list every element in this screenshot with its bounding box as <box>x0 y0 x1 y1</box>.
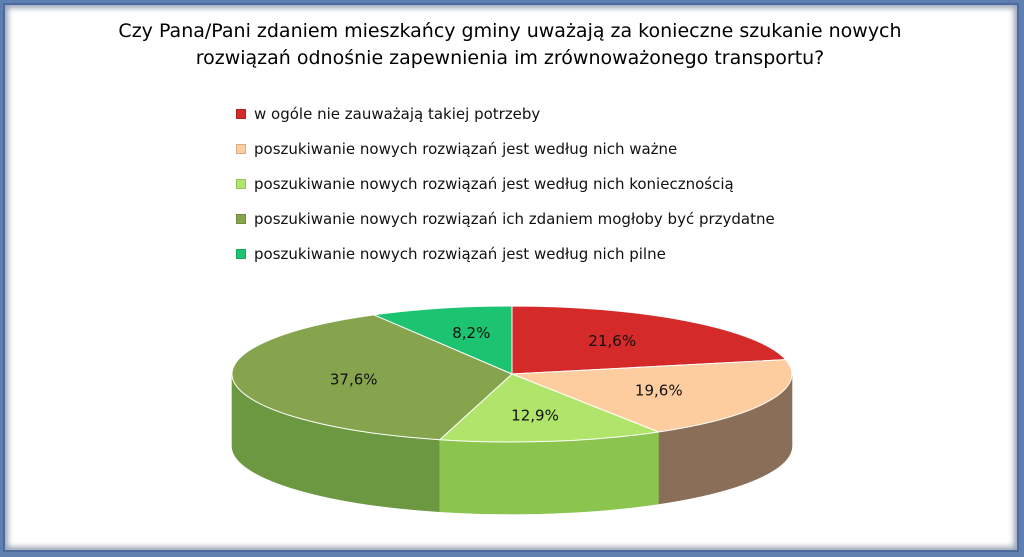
pie-data-label: 12,9% <box>511 407 559 425</box>
legend-label: w ogóle nie zauważają takiej potrzeby <box>254 104 541 123</box>
legend-swatch <box>236 248 246 259</box>
pie-data-label: 37,6% <box>330 370 378 388</box>
pie-slice <box>438 373 661 443</box>
legend-label: poszukiwanie nowych rozwiązań ich zdanie… <box>254 209 775 228</box>
pie-slice-side <box>439 431 659 515</box>
title-line-1: Czy Pana/Pani zdaniem mieszkańcy gminy u… <box>118 20 902 42</box>
legend-item: poszukiwanie nowych rozwiązań jest wedłu… <box>236 166 775 201</box>
legend-label: poszukiwanie nowych rozwiązań jest wedłu… <box>254 139 678 158</box>
pie-slice <box>511 305 787 375</box>
legend-swatch <box>236 213 246 224</box>
legend: w ogóle nie zauważają takiej potrzeby po… <box>236 96 775 271</box>
legend-swatch <box>236 108 246 119</box>
legend-label: poszukiwanie nowych rozwiązań jest wedłu… <box>254 174 734 193</box>
legend-item: w ogóle nie zauważają takiej potrzeby <box>236 96 775 131</box>
pie-slice <box>511 359 793 433</box>
legend-label: poszukiwanie nowych rozwiązań jest wedłu… <box>254 244 666 263</box>
pie-slice <box>372 305 513 375</box>
chart-title: Czy Pana/Pani zdaniem mieszkańcy gminy u… <box>60 18 960 72</box>
legend-item: poszukiwanie nowych rozwiązań jest wedłu… <box>236 131 775 166</box>
legend-swatch <box>236 143 246 154</box>
legend-swatch <box>236 178 246 189</box>
legend-item: poszukiwanie nowych rozwiązań jest wedłu… <box>236 236 775 271</box>
title-line-2: rozwiązań odnośnie zapewnienia im zrówno… <box>195 47 825 69</box>
pie-slice <box>231 314 513 441</box>
pie-data-label: 19,6% <box>635 382 683 400</box>
legend-item: poszukiwanie nowych rozwiązań ich zdanie… <box>236 201 775 236</box>
pie-data-label: 21,6% <box>588 332 636 350</box>
pie-data-label: 8,2% <box>452 324 490 342</box>
